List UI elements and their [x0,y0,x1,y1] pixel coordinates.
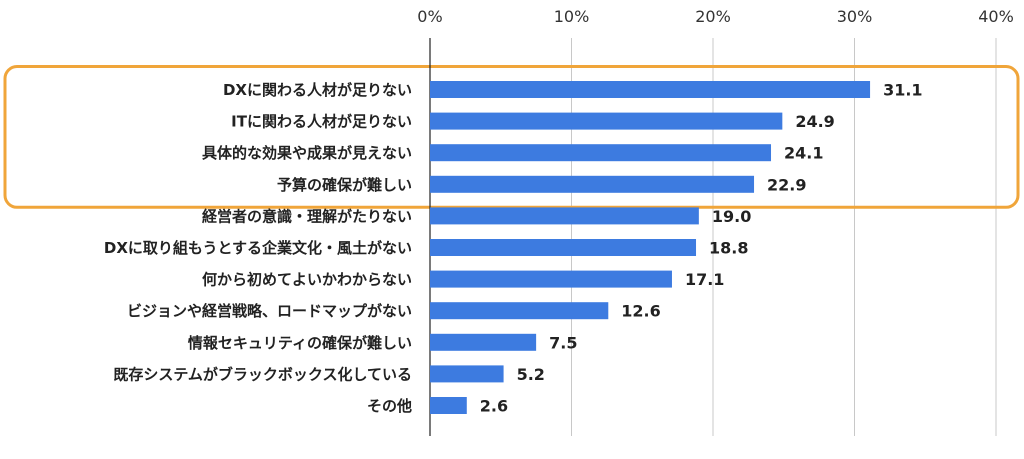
value-label: 24.9 [795,112,834,131]
category-label: 具体的な効果や成果が見えない [202,144,412,162]
value-label: 24.1 [784,144,823,163]
highlight-group [3,65,1020,209]
category-label: 情報セキュリティの確保が難しい [188,334,412,352]
bar [430,302,609,320]
bars [430,81,871,414]
category-label: その他 [367,397,412,415]
category-label: DXに関わる人材が足りない [223,81,412,99]
value-label: 12.6 [621,302,660,321]
bar [430,112,783,130]
x-tick-label: 10% [554,7,590,26]
bar [430,365,504,383]
bar [430,144,772,162]
value-label: 17.1 [685,270,724,289]
value-label: 2.6 [480,397,508,416]
category-label: 何から初めてよいかわからない [202,271,412,289]
bar [430,397,467,414]
category-label: ITに関わる人材が足りない [231,113,412,131]
category-label: DXに取り組もうとする企業文化・風土がない [104,239,412,257]
category-label: ビジョンや経営戦略、ロードマップがない [127,302,412,320]
gridlines [571,38,997,436]
value-label: 5.2 [517,365,545,384]
bar [430,81,871,98]
bar [430,175,755,193]
bar [430,333,537,351]
category-label: 予算の確保が難しい [277,176,412,194]
value-label: 31.1 [883,81,922,100]
x-tick-label: 40% [978,7,1014,26]
x-tick-label: 30% [837,7,873,26]
bar [430,207,699,225]
value-label: 22.9 [767,175,806,194]
bar [430,239,697,256]
value-label: 19.0 [712,207,751,226]
x-tick-label: 0% [417,7,442,26]
value-label: 18.8 [709,239,748,258]
bar [430,270,672,288]
value-label: 7.5 [549,333,577,352]
labels: 0% 10% 20% 30% 40% DXに関わる人材が足りない 31.1 ITに関わる人材が… [104,7,1014,416]
category-label: 経営者の意識・理解がたりない [202,207,412,225]
category-label: 既存システムがブラックボックス化している [113,365,412,383]
highlight-box [3,65,1020,209]
x-tick-label: 20% [695,7,731,26]
